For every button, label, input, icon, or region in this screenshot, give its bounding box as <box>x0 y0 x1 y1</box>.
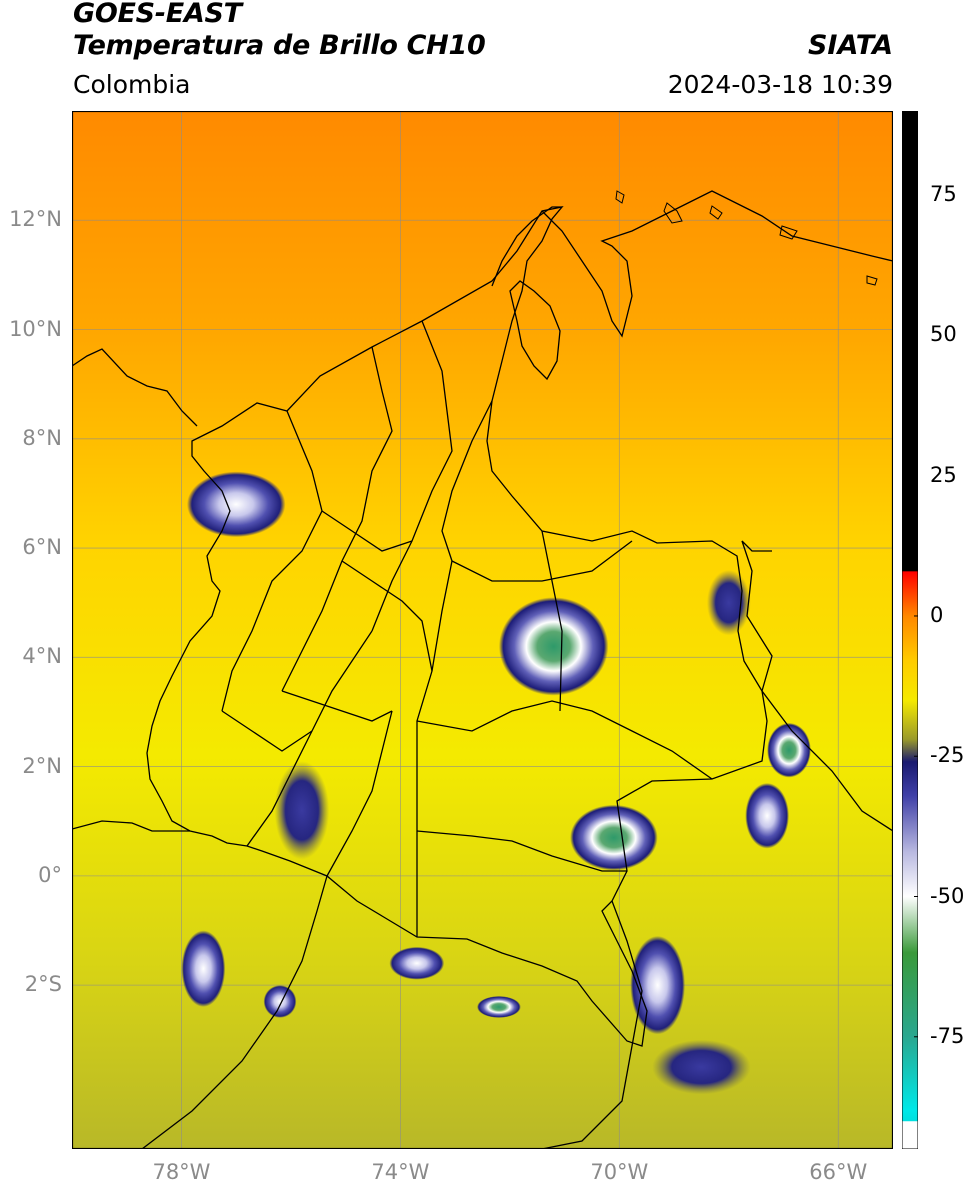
lon-tick-label: 74°W <box>371 1160 430 1184</box>
lat-tick-label: 2°S <box>24 972 62 997</box>
lat-tick-label: 6°N <box>22 535 62 560</box>
lat-tick-label: 10°N <box>9 316 62 341</box>
margarita <box>779 225 798 240</box>
dept-2 <box>281 346 393 692</box>
storm-cell <box>652 1039 751 1095</box>
dept-6 <box>416 700 713 780</box>
colorbar-tick-label: 25 <box>930 462 957 487</box>
map-frame <box>72 111 893 1149</box>
ecuador-border <box>72 820 190 832</box>
coast-islet <box>866 275 878 286</box>
timestamp-label: 2024-03-18 10:39 <box>667 70 893 99</box>
lat-tick-label: 4°N <box>22 644 62 669</box>
colorbar-tick-label: -50 <box>930 883 965 908</box>
storm-cell <box>570 804 658 871</box>
dept-11 <box>321 510 413 552</box>
storm-cell <box>498 597 609 696</box>
storm-cell <box>263 985 297 1018</box>
dept-8 <box>416 830 627 872</box>
lat-tick-label: 12°N <box>9 207 62 232</box>
satellite-title: GOES-EAST <box>73 0 242 29</box>
institution-label: SIATA <box>807 30 893 61</box>
colorbar <box>902 111 918 1149</box>
dept-14 <box>341 560 433 672</box>
lon-tick-label: 70°W <box>590 1160 649 1184</box>
lon-tick-label: 78°W <box>152 1160 211 1184</box>
dept-3 <box>371 320 453 632</box>
peru-border <box>141 875 328 1149</box>
storm-cell <box>706 569 751 636</box>
brazil-border <box>541 900 643 1149</box>
storm-cell <box>389 946 445 980</box>
dept-9 <box>326 710 393 877</box>
bonaire <box>709 205 723 220</box>
lat-tick-label: 8°N <box>22 425 62 450</box>
dept-1 <box>221 410 323 712</box>
convective-cells <box>181 471 811 1095</box>
colorbar-tick-label: -75 <box>930 1023 965 1048</box>
storm-cell <box>274 761 330 860</box>
lon-tick-label: 66°W <box>809 1160 868 1184</box>
colorbar-tick-label: 50 <box>930 322 957 347</box>
lake-maracaibo <box>509 280 561 381</box>
dept-7 <box>541 530 563 712</box>
lat-tick-label: 0° <box>38 862 62 887</box>
colombia-border <box>146 206 768 1047</box>
colorbar-tick-label: 75 <box>930 182 957 207</box>
caribbean-islands <box>615 190 878 286</box>
venezuela-coast <box>541 190 893 338</box>
colorbar-strip <box>902 111 918 1149</box>
venezuela-south <box>741 540 773 692</box>
storm-cell <box>477 996 521 1018</box>
country-borders <box>72 190 893 1149</box>
storm-cell <box>745 782 790 849</box>
product-title: Temperatura de Brillo CH10 <box>73 30 486 61</box>
region-label: Colombia <box>73 70 191 99</box>
storm-cell <box>186 471 286 538</box>
guajira <box>491 206 562 287</box>
storm-cell <box>767 722 811 778</box>
storm-cell <box>181 930 226 1007</box>
dept-13 <box>281 690 393 722</box>
dept-12 <box>221 710 313 752</box>
colorbar-tick-label: -25 <box>930 743 965 768</box>
curacao <box>663 202 683 224</box>
lat-tick-label: 2°N <box>22 753 62 778</box>
satellite-map <box>72 111 893 1149</box>
colorbar-tick-label: 0 <box>930 602 944 627</box>
storm-cell <box>630 935 686 1035</box>
aruba <box>615 190 625 204</box>
venezuela-brazil <box>761 690 893 832</box>
panama <box>72 348 198 427</box>
